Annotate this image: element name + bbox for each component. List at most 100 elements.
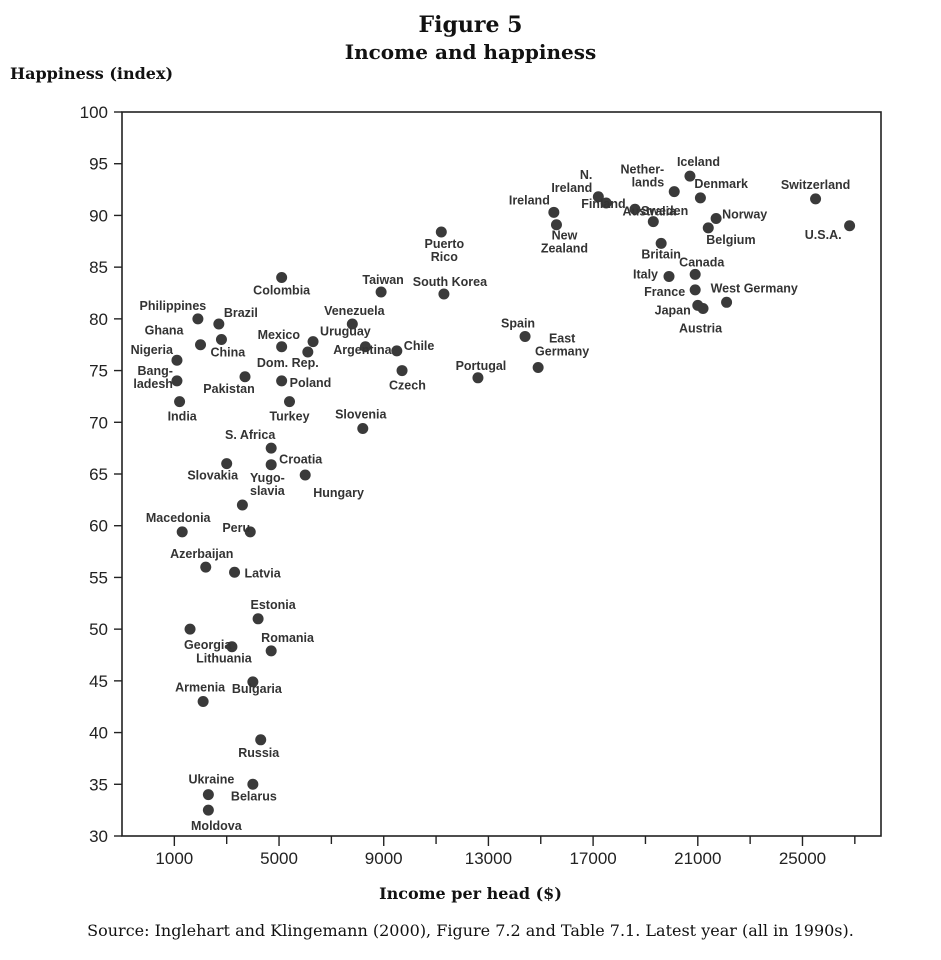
data-point xyxy=(247,778,259,790)
y-tick-label: 100 xyxy=(80,103,108,122)
data-point xyxy=(844,220,856,232)
data-label: Russia xyxy=(238,746,280,760)
x-tick-label: 5000 xyxy=(260,849,298,868)
data-point xyxy=(375,286,387,298)
data-label: Italy xyxy=(633,267,658,281)
data-label: France xyxy=(644,285,685,299)
data-point xyxy=(197,696,209,708)
figure-subtitle: Income and happiness xyxy=(344,40,597,64)
data-point xyxy=(668,186,680,198)
data-label: N. Ireland xyxy=(551,168,592,195)
data-point xyxy=(694,192,706,204)
data-point xyxy=(202,789,214,801)
data-label: Nigeria xyxy=(131,343,174,357)
data-point xyxy=(438,288,450,300)
data-label: Iceland xyxy=(677,155,720,169)
data-label: Georgia xyxy=(184,638,232,652)
data-point xyxy=(276,271,288,283)
y-tick-label: 40 xyxy=(89,724,108,743)
y-tick-label: 95 xyxy=(89,155,108,174)
data-point xyxy=(519,330,531,342)
data-point xyxy=(550,219,562,231)
data-label: Spain xyxy=(501,316,535,330)
data-point xyxy=(276,375,288,387)
data-point xyxy=(229,566,241,578)
data-label: U.S.A. xyxy=(805,228,842,242)
data-point xyxy=(684,170,696,182)
data-point xyxy=(244,526,256,538)
data-label: Slovakia xyxy=(187,469,239,483)
data-label: Turkey xyxy=(269,410,309,424)
x-tick-label: 21000 xyxy=(674,849,721,868)
data-point xyxy=(307,336,319,348)
data-label: Colombia xyxy=(253,283,311,297)
data-point xyxy=(689,284,701,296)
data-point xyxy=(184,623,196,635)
data-label: India xyxy=(168,410,198,424)
source-note: Source: Inglehart and Klingemann (2000),… xyxy=(87,921,854,940)
data-label: Austria xyxy=(679,322,723,336)
data-label: Poland xyxy=(290,376,332,390)
data-label: S. Africa xyxy=(225,428,276,442)
data-label: Canada xyxy=(679,255,725,269)
data-point xyxy=(202,804,214,816)
data-point xyxy=(247,676,259,688)
y-axis-ticks: 30 35 40 45 50 55 60 65 70 75 80 85 90 95 100 xyxy=(80,103,122,846)
y-tick-label: 60 xyxy=(89,517,108,536)
y-tick-label: 50 xyxy=(89,620,108,639)
y-tick-label: 55 xyxy=(89,568,108,587)
x-tick-label: 1000 xyxy=(155,849,193,868)
data-points xyxy=(171,170,856,816)
data-point xyxy=(265,459,277,471)
data-point xyxy=(810,193,822,205)
data-label: Slovenia xyxy=(335,407,387,421)
data-label: Belgium xyxy=(706,233,755,247)
data-point xyxy=(265,645,277,657)
data-point xyxy=(192,313,204,325)
y-tick-label: 35 xyxy=(89,775,108,794)
data-point xyxy=(697,303,709,315)
data-label: Hungary xyxy=(313,486,364,500)
data-point xyxy=(346,318,358,330)
data-label: Taiwan xyxy=(362,273,403,287)
y-tick-label: 70 xyxy=(89,413,108,432)
data-label: Bulgaria xyxy=(232,682,283,696)
data-point xyxy=(299,469,311,481)
data-point xyxy=(239,371,251,383)
data-point xyxy=(236,499,248,511)
data-label: Dom. Rep. xyxy=(257,356,319,370)
data-point xyxy=(357,422,369,434)
data-point xyxy=(689,268,701,280)
x-tick-label: 17000 xyxy=(569,849,616,868)
data-label: Nether-lands xyxy=(620,163,664,190)
data-label: West Germany xyxy=(711,281,798,295)
data-label: New Zealand xyxy=(541,229,588,256)
data-label: Norway xyxy=(722,208,767,222)
data-point xyxy=(592,191,604,203)
data-point xyxy=(171,354,183,366)
data-label: Ireland xyxy=(509,193,550,207)
data-point xyxy=(265,442,277,454)
data-label: Peru xyxy=(222,521,250,535)
data-point xyxy=(647,216,659,228)
data-label: Britain xyxy=(641,247,681,261)
x-tick-label: 13000 xyxy=(465,849,512,868)
data-point xyxy=(391,345,403,357)
data-point xyxy=(663,270,675,282)
data-point xyxy=(276,341,288,353)
data-label: Brazil xyxy=(224,306,258,320)
data-point xyxy=(359,341,371,353)
y-axis-label: Happiness (index) xyxy=(10,64,174,83)
y-tick-label: 90 xyxy=(89,206,108,225)
data-point xyxy=(721,296,733,308)
data-label: Estonia xyxy=(251,598,297,612)
data-label: Moldova xyxy=(191,819,243,833)
data-label: Philippines xyxy=(140,299,207,313)
data-label: Chile xyxy=(404,339,435,353)
y-tick-label: 30 xyxy=(89,827,108,846)
y-tick-label: 45 xyxy=(89,672,108,691)
x-tick-label: 9000 xyxy=(365,849,403,868)
data-point xyxy=(213,318,225,330)
data-label: Switzerland xyxy=(781,178,850,192)
figure-title: Figure 5 xyxy=(418,12,523,38)
